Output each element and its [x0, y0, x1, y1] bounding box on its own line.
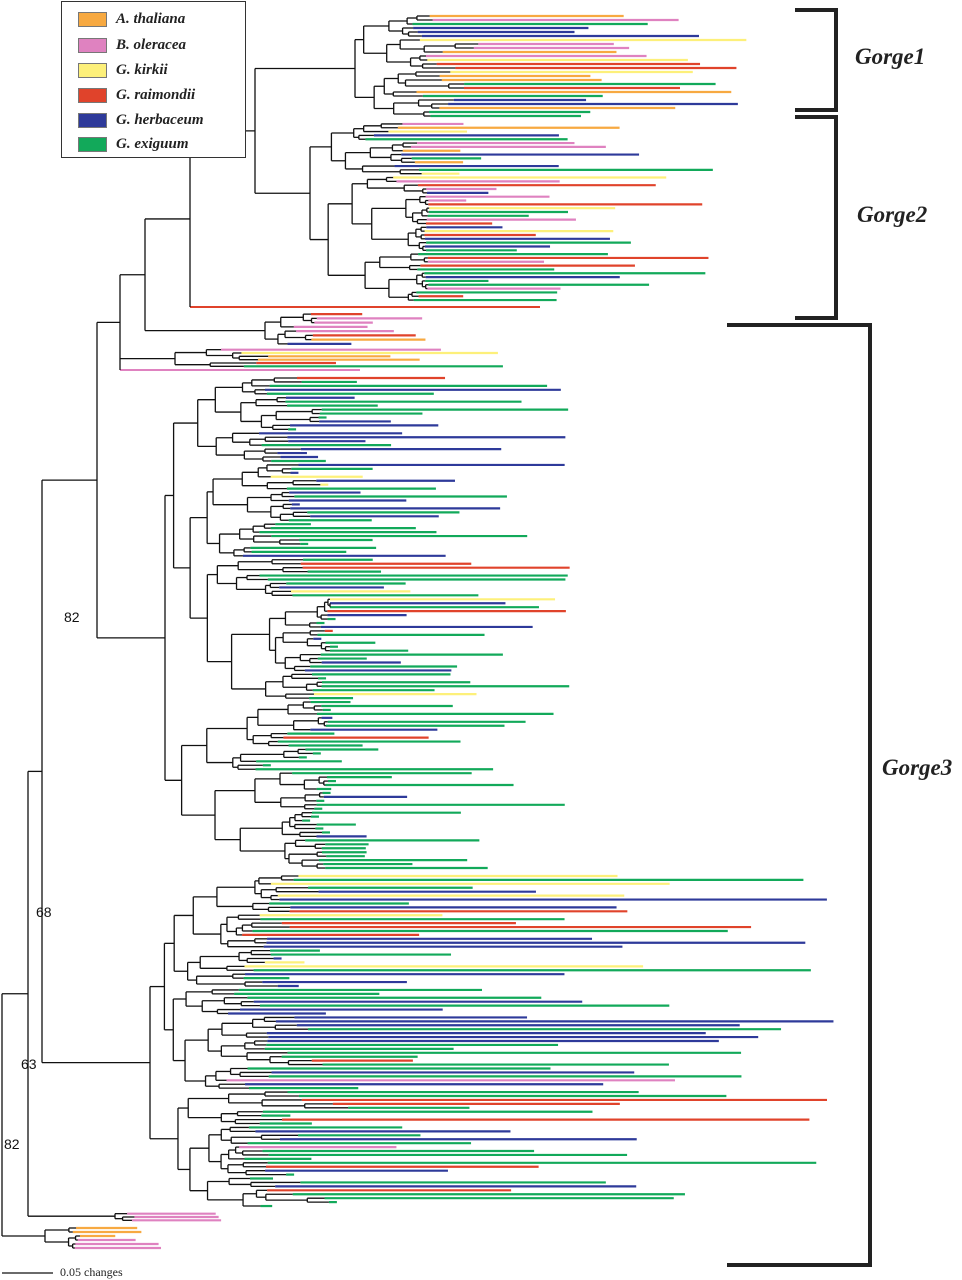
group-label-gorge3: Gorge3	[882, 755, 953, 780]
legend-label: G. kirkii	[116, 61, 168, 78]
legend-swatch	[78, 37, 107, 53]
bootstrap-value: 82	[64, 609, 80, 625]
species-legend: A. thaliana B. oleracea G. kirkii G. rai…	[61, 1, 246, 158]
gorge2-bracket	[795, 115, 838, 320]
legend-item-g-raimondii: G. raimondii	[78, 86, 195, 104]
legend-swatch	[78, 87, 107, 103]
legend-swatch	[78, 136, 107, 152]
legend-item-g-exiguum: G. exiguum	[78, 135, 189, 153]
scale-bar-label: 0.05 changes	[60, 1265, 123, 1279]
bootstrap-value: 82	[4, 1136, 20, 1152]
legend-swatch	[78, 11, 107, 27]
legend-swatch	[78, 62, 107, 78]
gorge1-bracket	[795, 8, 838, 112]
legend-label: A. thaliana	[116, 10, 186, 27]
bootstrap-value: 63	[21, 1056, 37, 1072]
legend-item-a-thaliana: A. thaliana	[78, 10, 185, 28]
gorge3-bracket	[727, 323, 872, 1267]
legend-label: G. raimondii	[116, 86, 196, 103]
legend-label: G. herbaceum	[116, 111, 204, 128]
legend-label: B. oleracea	[116, 36, 186, 53]
group-label-gorge1: Gorge1	[855, 44, 926, 69]
bootstrap-value: 68	[36, 904, 52, 920]
legend-label: G. exiguum	[116, 135, 189, 152]
group-label-gorge2: Gorge2	[857, 202, 928, 227]
legend-item-g-herbaceum: G. herbaceum	[78, 111, 204, 129]
legend-item-b-oleracea: B. oleracea	[78, 36, 186, 54]
legend-item-g-kirkii: G. kirkii	[78, 61, 168, 79]
legend-swatch	[78, 112, 107, 128]
